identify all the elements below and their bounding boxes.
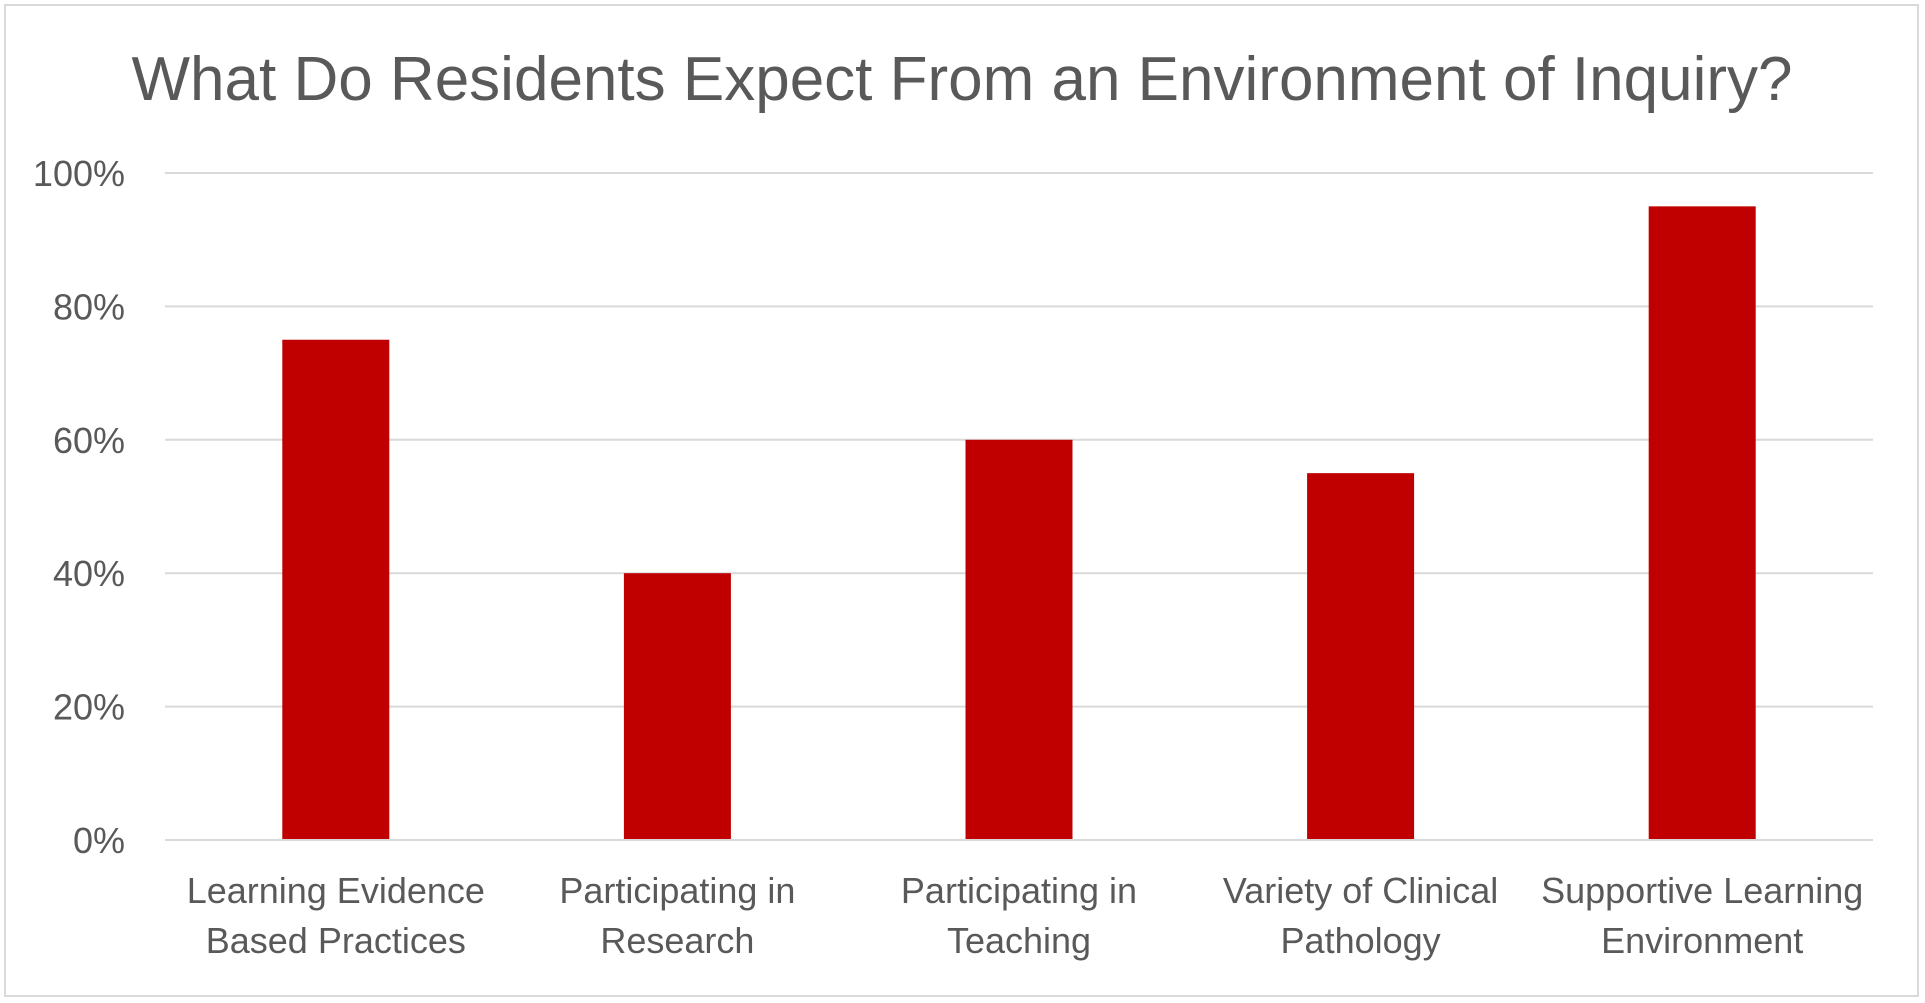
y-tick-label: 20% bbox=[53, 687, 125, 728]
y-tick-label: 80% bbox=[53, 286, 125, 327]
x-axis-labels: Learning Evidence Based Practices Particip… bbox=[187, 870, 1864, 961]
y-tick-label: 0% bbox=[73, 820, 125, 861]
x-tick-label: Variety of Clinical bbox=[1223, 870, 1498, 911]
x-tick-label: Pathology bbox=[1281, 920, 1441, 961]
bar-0 bbox=[282, 339, 390, 840]
bar-1 bbox=[623, 573, 731, 840]
x-tick-label: Supportive Learning bbox=[1541, 870, 1863, 911]
y-tick-label: 60% bbox=[53, 420, 125, 461]
x-tick-label: Participating in bbox=[559, 870, 795, 911]
y-tick-label: 100% bbox=[33, 153, 125, 194]
x-tick-label: Based Practices bbox=[206, 920, 466, 961]
bar-3 bbox=[1307, 473, 1415, 840]
bar-4 bbox=[1648, 206, 1756, 841]
x-tick-label: Environment bbox=[1601, 920, 1803, 961]
y-axis-ticks: 0% 20% 40% 60% 80% 100% bbox=[33, 153, 125, 861]
chart-title: What Do Residents Expect From an Environ… bbox=[132, 45, 1793, 114]
x-tick-label: Participating in bbox=[901, 870, 1137, 911]
y-tick-label: 40% bbox=[53, 553, 125, 594]
x-tick-label: Research bbox=[600, 920, 754, 961]
bars bbox=[282, 206, 1756, 841]
bar-2 bbox=[965, 439, 1073, 840]
x-tick-label: Teaching bbox=[947, 920, 1091, 961]
x-tick-label: Learning Evidence bbox=[187, 870, 485, 911]
